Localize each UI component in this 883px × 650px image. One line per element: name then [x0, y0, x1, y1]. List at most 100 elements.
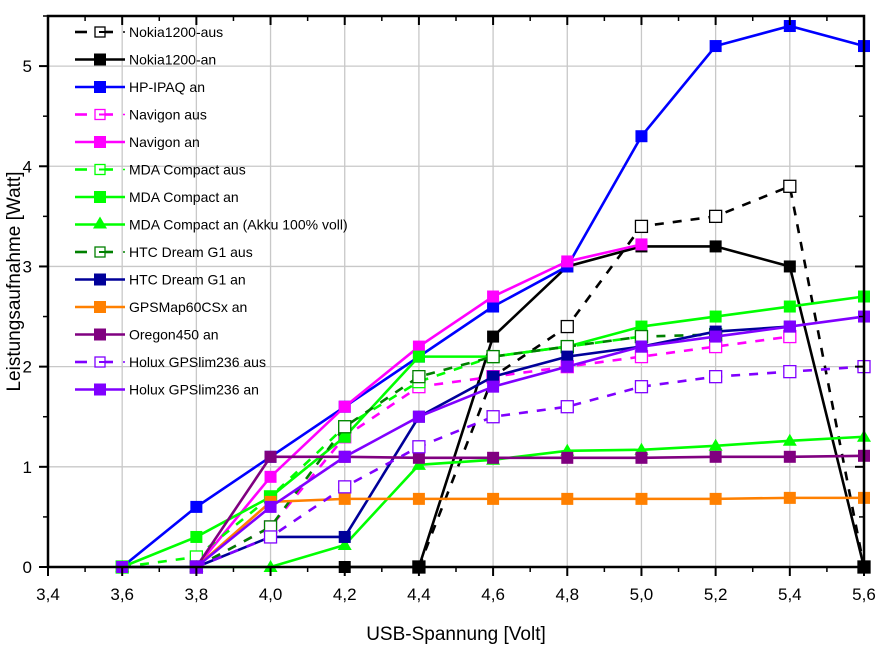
data-point: [635, 340, 648, 353]
legend-label: Oregon450 an: [129, 327, 219, 343]
legend-item: GPSMap60CSx an: [75, 299, 247, 315]
legend-label: Holux GPSlim236 an: [129, 382, 259, 398]
data-point: [708, 370, 723, 384]
legend: Nokia1200-aus Nokia1200-an HP-IPAQ an Navig…: [75, 24, 348, 398]
legend-item: MDA Compact an (Akku 100% voll): [75, 216, 348, 233]
series-line: [344, 245, 866, 569]
legend-label: MDA Compact an: [129, 189, 239, 205]
data-point: [264, 500, 277, 513]
data-point: [635, 320, 648, 333]
data-point: [709, 240, 722, 253]
data-point: [561, 350, 574, 363]
x-axis-label: USB-Spannung [Volt]: [366, 624, 546, 645]
x-tick-label: 4,4: [407, 585, 431, 604]
data-point: [783, 320, 796, 333]
x-tick-label: 3,4: [36, 585, 60, 604]
legend-label: HTC Dream G1 aus: [129, 244, 253, 260]
data-point: [412, 410, 425, 423]
data-point: [412, 340, 425, 353]
y-axis-label: Leistungsaufnahme [Watt]: [4, 171, 25, 391]
data-point: [783, 364, 797, 379]
x-tick-label: 3,6: [110, 585, 134, 604]
data-point: [635, 238, 648, 251]
data-point: [634, 380, 649, 394]
legend-label: Holux GPSlim236 aus: [129, 354, 266, 370]
legend-label: MDA Compact aus: [129, 162, 246, 178]
x-tick-label: 4,2: [333, 585, 357, 604]
legend-marker: [94, 136, 106, 148]
data-point: [783, 179, 797, 193]
legend-item: Navigon an: [75, 134, 200, 150]
legend-marker: [93, 216, 107, 229]
data-point: [264, 470, 277, 483]
data-point: [708, 209, 723, 224]
legend-marker: [94, 328, 106, 341]
data-point: [412, 370, 426, 384]
legend-item: Oregon450 an: [75, 327, 219, 343]
data-point: [782, 433, 797, 446]
legend-item: MDA Compact an: [75, 189, 239, 205]
legend-item: Nokia1200-aus: [75, 24, 223, 40]
data-point: [561, 451, 574, 464]
data-point: [190, 500, 203, 513]
data-point: [412, 492, 425, 505]
series-line: [195, 333, 716, 569]
data-point: [412, 451, 425, 464]
legend-label: HP-IPAQ an: [129, 79, 205, 95]
data-point: [635, 451, 648, 464]
data-point: [783, 450, 796, 463]
legend-label: HTC Dream G1 an: [129, 272, 246, 288]
data-point: [560, 319, 574, 334]
data-point: [412, 350, 425, 363]
legend-marker: [94, 81, 106, 93]
x-tick-label: 3,8: [185, 585, 209, 604]
legend-item: Holux GPSlim236 an: [75, 382, 259, 398]
y-tick-label: 4: [23, 157, 32, 176]
x-tick-label: 5,4: [778, 585, 802, 604]
plot-frame: [46, 14, 866, 569]
data-point: [264, 450, 277, 463]
data-point: [338, 492, 351, 505]
series-oregon450-an: [190, 449, 870, 573]
data-point: [709, 492, 722, 505]
data-point: [263, 530, 278, 544]
y-tick-label: 1: [23, 458, 32, 477]
legend-item: Nokia1200-an: [75, 52, 216, 68]
data-point: [634, 442, 649, 455]
data-point: [338, 480, 352, 494]
series-line: [195, 496, 864, 568]
data-point: [635, 130, 648, 143]
data-point: [634, 219, 649, 234]
data-point: [486, 410, 500, 424]
y-tick-label: 0: [23, 558, 32, 577]
legend-item: HP-IPAQ an: [75, 79, 205, 95]
data-point: [709, 450, 722, 463]
x-tick-label: 5,0: [630, 585, 654, 604]
data-point: [411, 457, 426, 470]
x-tick-label: 4,0: [259, 585, 283, 604]
legend-label: Nokia1200-an: [129, 52, 216, 68]
data-point: [487, 290, 500, 303]
series-line: [195, 454, 865, 568]
data-point: [709, 310, 722, 323]
series-holux-gpslim236-an: [116, 310, 870, 573]
data-point: [338, 430, 351, 443]
data-point: [560, 400, 574, 414]
data-point: [561, 255, 574, 268]
x-tick-label: 5,2: [704, 585, 728, 604]
data-point: [338, 450, 351, 463]
data-point: [487, 492, 500, 505]
legend-item: HTC Dream G1 an: [75, 272, 246, 288]
legend-label: Nokia1200-aus: [129, 24, 223, 40]
y-tick-label: 2: [23, 358, 32, 377]
data-point: [487, 451, 500, 464]
axes: 3,4 3,6 3,8 4,0 4,2 4,4 4,6 4,8 5,0 5,2 5,4 5,6 0 1 2 3…: [23, 14, 876, 604]
series-group: [115, 20, 871, 574]
y-tick-label: 3: [23, 257, 32, 276]
data-point: [412, 440, 426, 454]
data-point: [487, 330, 500, 343]
legend-marker: [94, 273, 106, 286]
legend-marker: [94, 191, 106, 203]
legend-label: Navigon an: [129, 134, 200, 150]
